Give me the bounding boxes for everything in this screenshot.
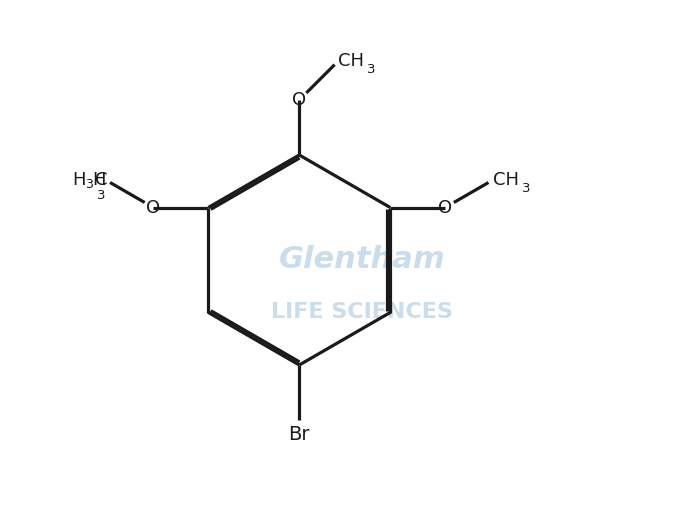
Text: H: H (92, 171, 106, 189)
Text: CH: CH (338, 52, 364, 70)
Text: LIFE SCIENCES: LIFE SCIENCES (271, 302, 453, 322)
Text: O: O (438, 199, 452, 216)
Text: CH: CH (493, 171, 519, 189)
Text: Br: Br (289, 425, 310, 444)
Text: 3: 3 (97, 189, 106, 202)
Text: O: O (292, 91, 306, 109)
Text: Glentham: Glentham (278, 245, 445, 275)
Text: 3: 3 (522, 181, 530, 194)
Text: $\mathregular{H_3C}$: $\mathregular{H_3C}$ (72, 170, 108, 190)
Text: O: O (146, 199, 160, 216)
Text: 3: 3 (367, 62, 376, 75)
